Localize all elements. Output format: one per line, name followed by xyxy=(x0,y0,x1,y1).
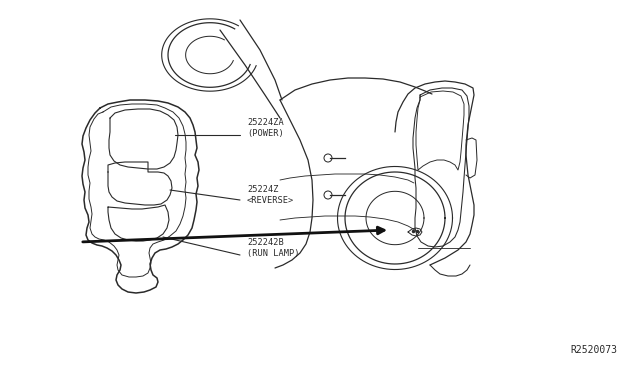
Text: 25224Z
<REVERSE>: 25224Z <REVERSE> xyxy=(247,185,294,205)
Text: 25224ZA
(POWER): 25224ZA (POWER) xyxy=(247,118,284,138)
Text: 252242B
(RUN LAMP): 252242B (RUN LAMP) xyxy=(247,238,300,258)
Text: R2520073: R2520073 xyxy=(570,345,617,355)
